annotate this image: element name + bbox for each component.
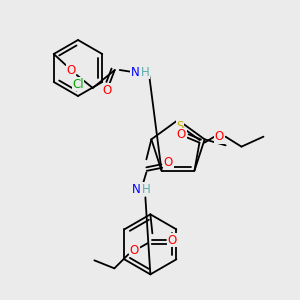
Text: O: O bbox=[130, 244, 139, 257]
Text: O: O bbox=[66, 64, 75, 76]
Text: O: O bbox=[102, 83, 111, 97]
Text: NH: NH bbox=[132, 65, 149, 79]
Text: N: N bbox=[130, 65, 139, 79]
Text: H: H bbox=[142, 183, 151, 196]
Text: O: O bbox=[164, 156, 173, 169]
Text: H: H bbox=[140, 65, 149, 79]
Text: S: S bbox=[176, 119, 184, 133]
Text: O: O bbox=[168, 234, 177, 247]
Text: Cl: Cl bbox=[72, 77, 84, 91]
Text: O: O bbox=[215, 130, 224, 143]
Text: N: N bbox=[132, 183, 141, 196]
Text: O: O bbox=[177, 128, 186, 141]
